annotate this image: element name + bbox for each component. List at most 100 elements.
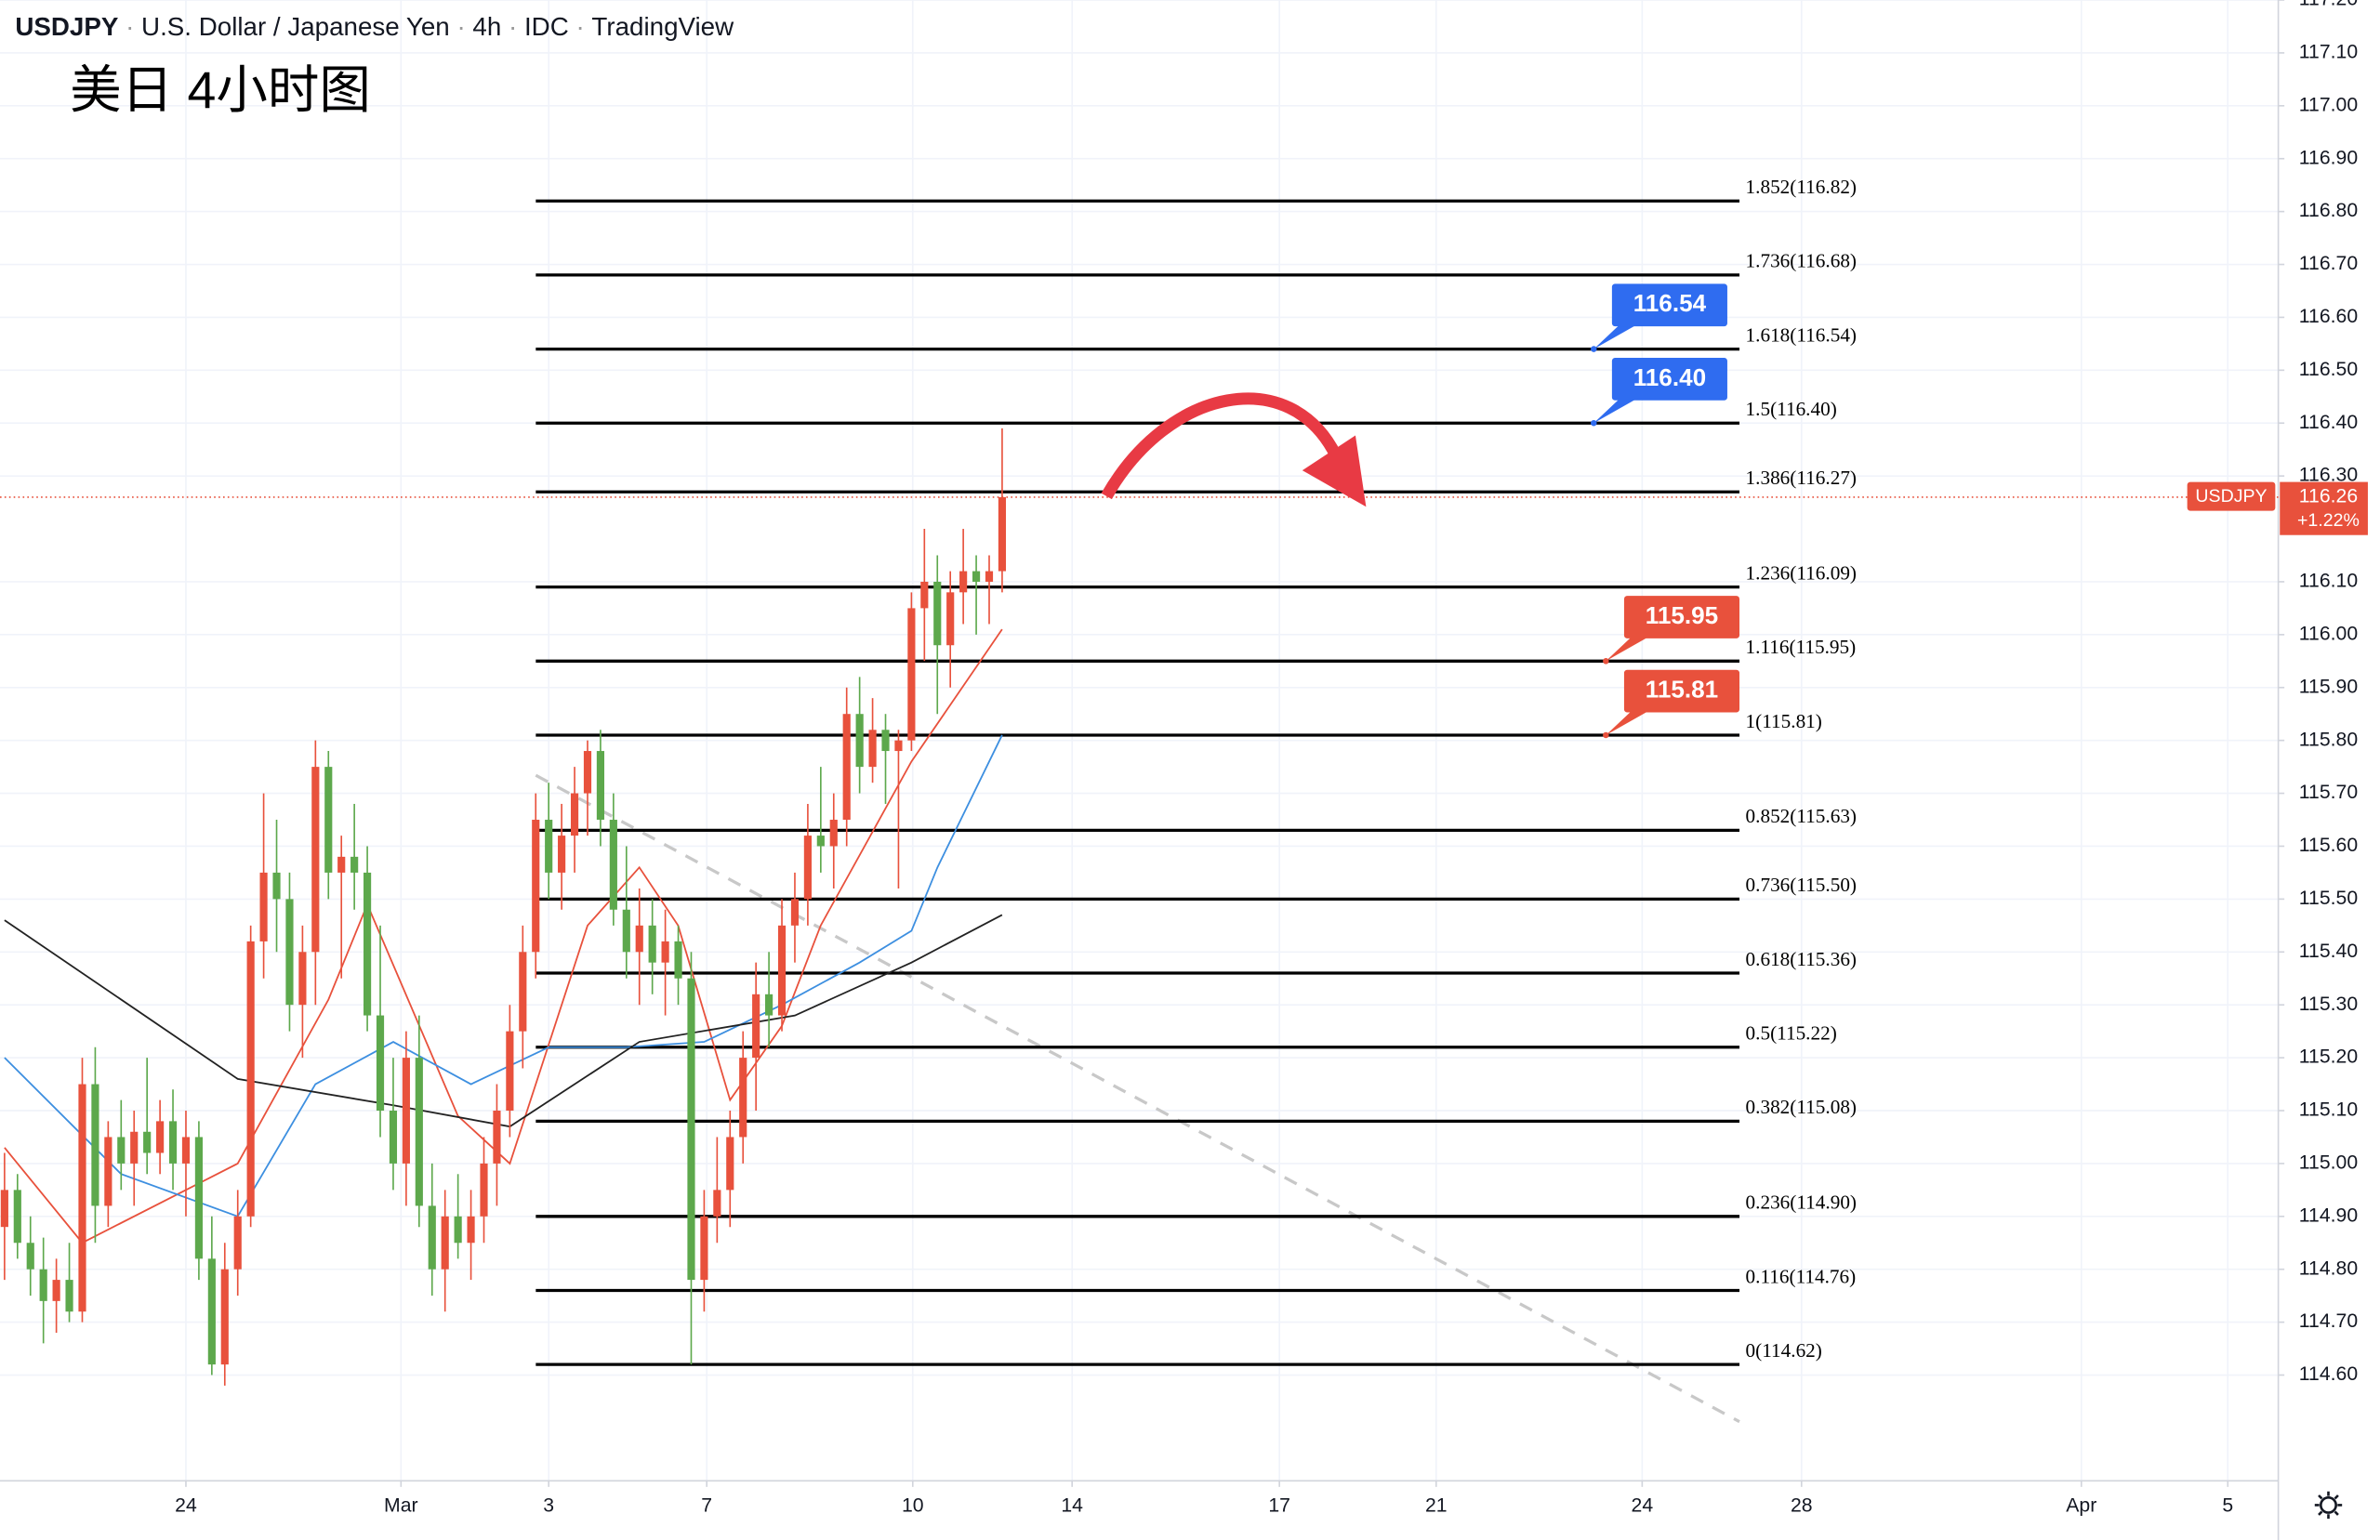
x-tick-label: 28	[1791, 1495, 1813, 1517]
candle-body	[480, 1163, 488, 1217]
fib-label: 1.5(116.40)	[1746, 398, 1837, 420]
candle-body	[311, 767, 320, 953]
fib-label: 1(115.81)	[1746, 710, 1822, 732]
x-tick-label: 3	[543, 1495, 554, 1517]
x-tick-label: 14	[1061, 1495, 1083, 1517]
y-tick-label: 116.10	[2299, 571, 2358, 592]
candle-body	[519, 952, 527, 1032]
fib-label: 1.736(116.68)	[1746, 250, 1857, 272]
chart-title: 美日 4小时图	[70, 61, 371, 119]
y-tick-label: 115.80	[2299, 729, 2358, 750]
candle-body	[972, 571, 981, 582]
candle-body	[246, 941, 255, 1217]
candle-body	[907, 608, 916, 741]
candle-body	[117, 1137, 126, 1164]
candle-body	[39, 1269, 47, 1301]
candle-body	[298, 952, 307, 1006]
y-tick-label: 115.60	[2299, 835, 2358, 856]
candle-body	[635, 925, 643, 953]
candle-body	[596, 751, 605, 821]
price-callout: 115.95	[1603, 596, 1740, 665]
candle-body	[194, 1137, 203, 1259]
candle-body	[855, 714, 864, 768]
source: IDC	[524, 12, 569, 41]
x-tick-label: 21	[1425, 1495, 1448, 1517]
y-tick-label: 115.30	[2299, 994, 2358, 1015]
candle-body	[661, 941, 669, 963]
gear[interactable]	[2320, 1495, 2337, 1514]
sep: ·	[569, 12, 592, 41]
candle-body	[946, 592, 955, 646]
x-tick-label: Mar	[384, 1495, 418, 1517]
candle-body	[402, 1058, 410, 1164]
price-tag-change: +1.22%	[2297, 510, 2360, 531]
fib-label: 0.382(115.08)	[1746, 1096, 1857, 1118]
candle-body	[78, 1084, 86, 1312]
candle-body	[985, 571, 994, 582]
x-tick-label: 24	[175, 1495, 197, 1517]
y-tick-label: 114.80	[2299, 1257, 2358, 1279]
candle-body	[181, 1137, 191, 1164]
candle-body	[220, 1269, 229, 1365]
fib-label: 0.736(115.50)	[1746, 874, 1857, 896]
arrow	[1101, 392, 1342, 500]
moving-average	[4, 914, 1003, 1128]
candle-body	[558, 836, 566, 873]
callout-anchor	[1591, 346, 1597, 352]
moving-average	[4, 734, 1003, 1218]
candle-body	[13, 1190, 21, 1244]
candle-body	[272, 872, 281, 900]
candle-body	[168, 1121, 178, 1164]
candle-body	[700, 1216, 708, 1281]
x-tick-label: 5	[2222, 1495, 2233, 1517]
y-tick-label: 115.20	[2299, 1046, 2358, 1068]
callout-pointer	[1593, 397, 1640, 424]
y-tick-label: 114.70	[2299, 1310, 2358, 1332]
candle-body	[713, 1190, 721, 1217]
price-tag-value: 116.26	[2299, 486, 2358, 507]
callout-pointer	[1606, 709, 1652, 735]
sep: ·	[450, 12, 473, 41]
settings-icon[interactable]	[2314, 1491, 2343, 1520]
candle-body	[233, 1216, 242, 1270]
fib-label: 0.618(115.36)	[1746, 948, 1857, 970]
y-tick-label: 117.10	[2299, 42, 2358, 63]
callout-anchor	[1603, 658, 1609, 665]
candle-body	[441, 1216, 449, 1270]
candle-body	[376, 1015, 385, 1111]
candle-body	[52, 1280, 60, 1301]
y-tick-label: 115.10	[2299, 1099, 2358, 1121]
gear-teeth[interactable]	[2314, 1491, 2343, 1520]
moving-average	[4, 628, 1003, 1244]
callout-label: 115.81	[1646, 676, 1718, 704]
candle-body	[363, 872, 372, 1016]
candle-body	[622, 909, 630, 953]
candle-body	[259, 872, 268, 941]
candle-body	[687, 978, 695, 1281]
candle-body	[143, 1131, 152, 1153]
y-tick-label: 116.90	[2299, 147, 2358, 168]
candle-body	[674, 941, 682, 979]
y-tick-label: 115.50	[2299, 888, 2358, 909]
candle-body	[920, 581, 929, 609]
candle-body	[765, 994, 774, 1016]
fib-label: 1.618(116.54)	[1746, 323, 1857, 346]
fib-label: 1.116(115.95)	[1746, 636, 1857, 658]
y-tick-label: 116.40	[2299, 412, 2358, 433]
candle-body	[467, 1216, 475, 1244]
candle-body	[803, 836, 812, 900]
candle-body	[894, 740, 903, 752]
sep: ·	[118, 12, 141, 41]
candle-body	[389, 1110, 398, 1164]
candle-body	[415, 1058, 423, 1206]
candle-body	[156, 1121, 165, 1153]
interval: 4h	[472, 12, 501, 41]
candle-body	[428, 1205, 436, 1270]
x-tick-label: 17	[1268, 1495, 1290, 1517]
callout-box	[1611, 358, 1727, 401]
callout-anchor	[1591, 419, 1597, 427]
candle-body	[26, 1243, 34, 1270]
y-tick-label: 117.20	[2299, 0, 2358, 10]
